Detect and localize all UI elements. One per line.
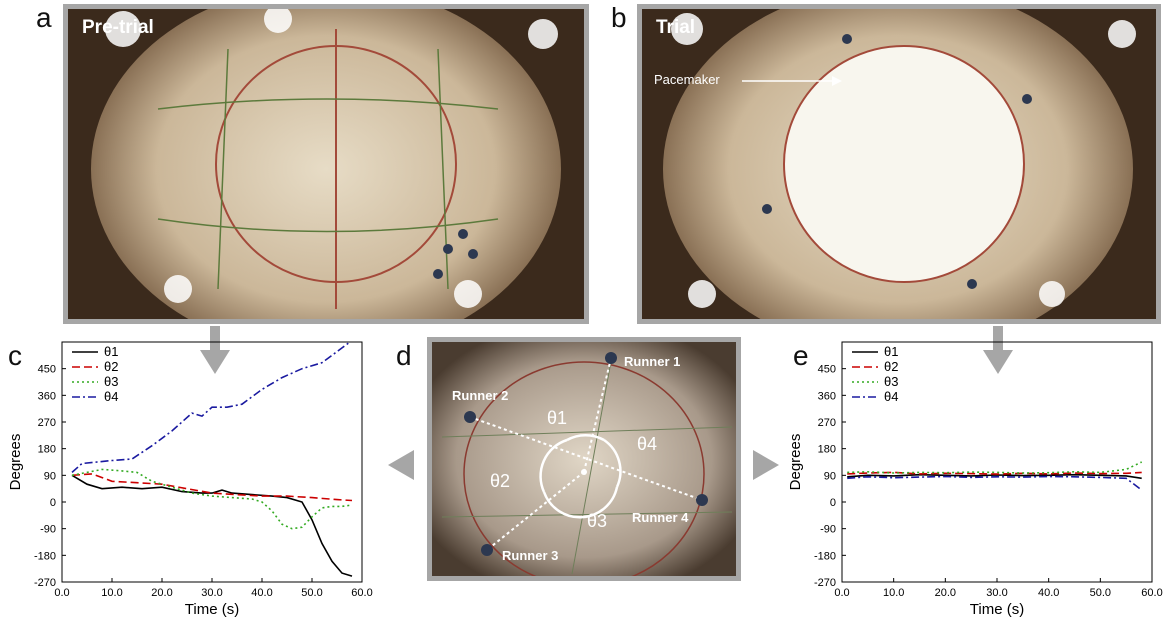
x-tick-label: 40.0 bbox=[251, 587, 272, 599]
runner-1-label: Runner 1 bbox=[624, 354, 680, 369]
theta-3-label: θ3 bbox=[587, 511, 607, 531]
down-arrow-a bbox=[200, 326, 230, 374]
y-tick-label: -270 bbox=[814, 577, 836, 589]
theta-1-label: θ1 bbox=[547, 408, 567, 428]
legend-label-theta-3: θ3 bbox=[884, 374, 898, 389]
x-tick-label: 60.0 bbox=[351, 587, 372, 599]
series-line-theta-1 bbox=[71, 474, 353, 577]
photo-pre-trial: Pre-trial bbox=[63, 4, 589, 324]
legend-label-theta-3: θ3 bbox=[104, 374, 118, 389]
x-tick-label: 10.0 bbox=[101, 587, 122, 599]
y-tick-label: 0 bbox=[50, 497, 56, 509]
theta-4-label: θ4 bbox=[637, 434, 657, 454]
y-tick-label: 270 bbox=[818, 417, 836, 429]
y-tick-label: 450 bbox=[818, 364, 836, 376]
panel-letter-b: b bbox=[611, 2, 627, 33]
y-tick-label: 180 bbox=[38, 444, 56, 456]
x-axis-label: Time (s) bbox=[185, 601, 239, 618]
y-tick-label: 180 bbox=[818, 444, 836, 456]
legend-label-theta-2: θ2 bbox=[884, 359, 898, 374]
x-tick-label: 0.0 bbox=[834, 587, 849, 599]
trial-label: Trial bbox=[656, 17, 696, 38]
x-tick-label: 30.0 bbox=[201, 587, 222, 599]
series-line-theta-4 bbox=[847, 475, 1143, 491]
gym-floor-image bbox=[68, 9, 584, 319]
y-tick-label: -180 bbox=[34, 550, 56, 562]
y-tick-label: -180 bbox=[814, 550, 836, 562]
photo-trial: Trial Pacemaker bbox=[637, 4, 1161, 324]
gym-floor-trial-image bbox=[642, 9, 1156, 319]
x-tick-label: 20.0 bbox=[151, 587, 172, 599]
y-tick-label: 90 bbox=[824, 470, 836, 482]
series-line-theta-2 bbox=[847, 471, 1142, 475]
theta-2-label: θ2 bbox=[490, 471, 510, 491]
y-tick-label: 360 bbox=[818, 390, 836, 402]
legend-label-theta-4: θ4 bbox=[884, 389, 898, 404]
panel-letter-d: d bbox=[396, 340, 412, 371]
x-tick-label: 60.0 bbox=[1141, 587, 1162, 599]
runner-4-label: Runner 4 bbox=[632, 510, 689, 525]
series-line-theta-2 bbox=[71, 473, 353, 502]
series-line-theta-1 bbox=[847, 473, 1142, 480]
panel-letter-a: a bbox=[36, 2, 52, 33]
panel-letter-e: e bbox=[793, 340, 809, 371]
chart-c: -270 -180 -90 0 90 180 270 360 450 0.0 10.0 20.0 30.… bbox=[7, 341, 373, 618]
runner-2-label: Runner 2 bbox=[452, 388, 508, 403]
legend-label-theta-4: θ4 bbox=[104, 389, 118, 404]
y-tick-label: 90 bbox=[44, 470, 56, 482]
runner-3-label: Runner 3 bbox=[502, 548, 558, 563]
x-tick-label: 10.0 bbox=[883, 587, 904, 599]
chart-e: -270 -180 -90 0 90 180 270 360 450 0.0 10.0 20.0 30.… bbox=[787, 341, 1163, 618]
x-tick-label: 50.0 bbox=[1090, 587, 1111, 599]
y-tick-label: 360 bbox=[38, 390, 56, 402]
left-arrow bbox=[388, 450, 414, 480]
panel-letter-c: c bbox=[8, 340, 22, 371]
y-axis-label: Degrees bbox=[787, 434, 804, 491]
runner-angle-diagram: Runner 1 Runner 2 Runner 3 Runner 4 θ1 θ… bbox=[427, 337, 741, 581]
legend-label-theta-1: θ1 bbox=[884, 344, 898, 359]
y-tick-label: -90 bbox=[40, 524, 56, 536]
x-tick-label: 50.0 bbox=[301, 587, 322, 599]
legend-label-theta-2: θ2 bbox=[104, 359, 118, 374]
x-tick-label: 30.0 bbox=[986, 587, 1007, 599]
pre-trial-label: Pre-trial bbox=[82, 17, 154, 38]
series-line-theta-4 bbox=[71, 342, 352, 473]
series-line-theta-3 bbox=[847, 461, 1143, 474]
y-tick-label: -270 bbox=[34, 577, 56, 589]
runner-diagram-svg: Runner 1 Runner 2 Runner 3 Runner 4 θ1 θ… bbox=[432, 342, 736, 576]
y-axis-label: Degrees bbox=[7, 434, 24, 491]
y-tick-label: 0 bbox=[830, 497, 836, 509]
y-tick-label: 270 bbox=[38, 417, 56, 429]
x-tick-label: 40.0 bbox=[1038, 587, 1059, 599]
legend-label-theta-1: θ1 bbox=[104, 344, 118, 359]
right-arrow bbox=[753, 450, 779, 480]
series-line-theta-3 bbox=[71, 468, 353, 530]
pacemaker-annotation: Pacemaker bbox=[654, 72, 720, 87]
x-axis-label: Time (s) bbox=[970, 601, 1024, 618]
x-tick-label: 0.0 bbox=[54, 587, 69, 599]
y-tick-label: -90 bbox=[820, 524, 836, 536]
y-tick-label: 450 bbox=[38, 364, 56, 376]
down-arrow-b bbox=[983, 326, 1013, 374]
x-tick-label: 20.0 bbox=[935, 587, 956, 599]
pacemaker-arrow-head bbox=[832, 76, 842, 86]
